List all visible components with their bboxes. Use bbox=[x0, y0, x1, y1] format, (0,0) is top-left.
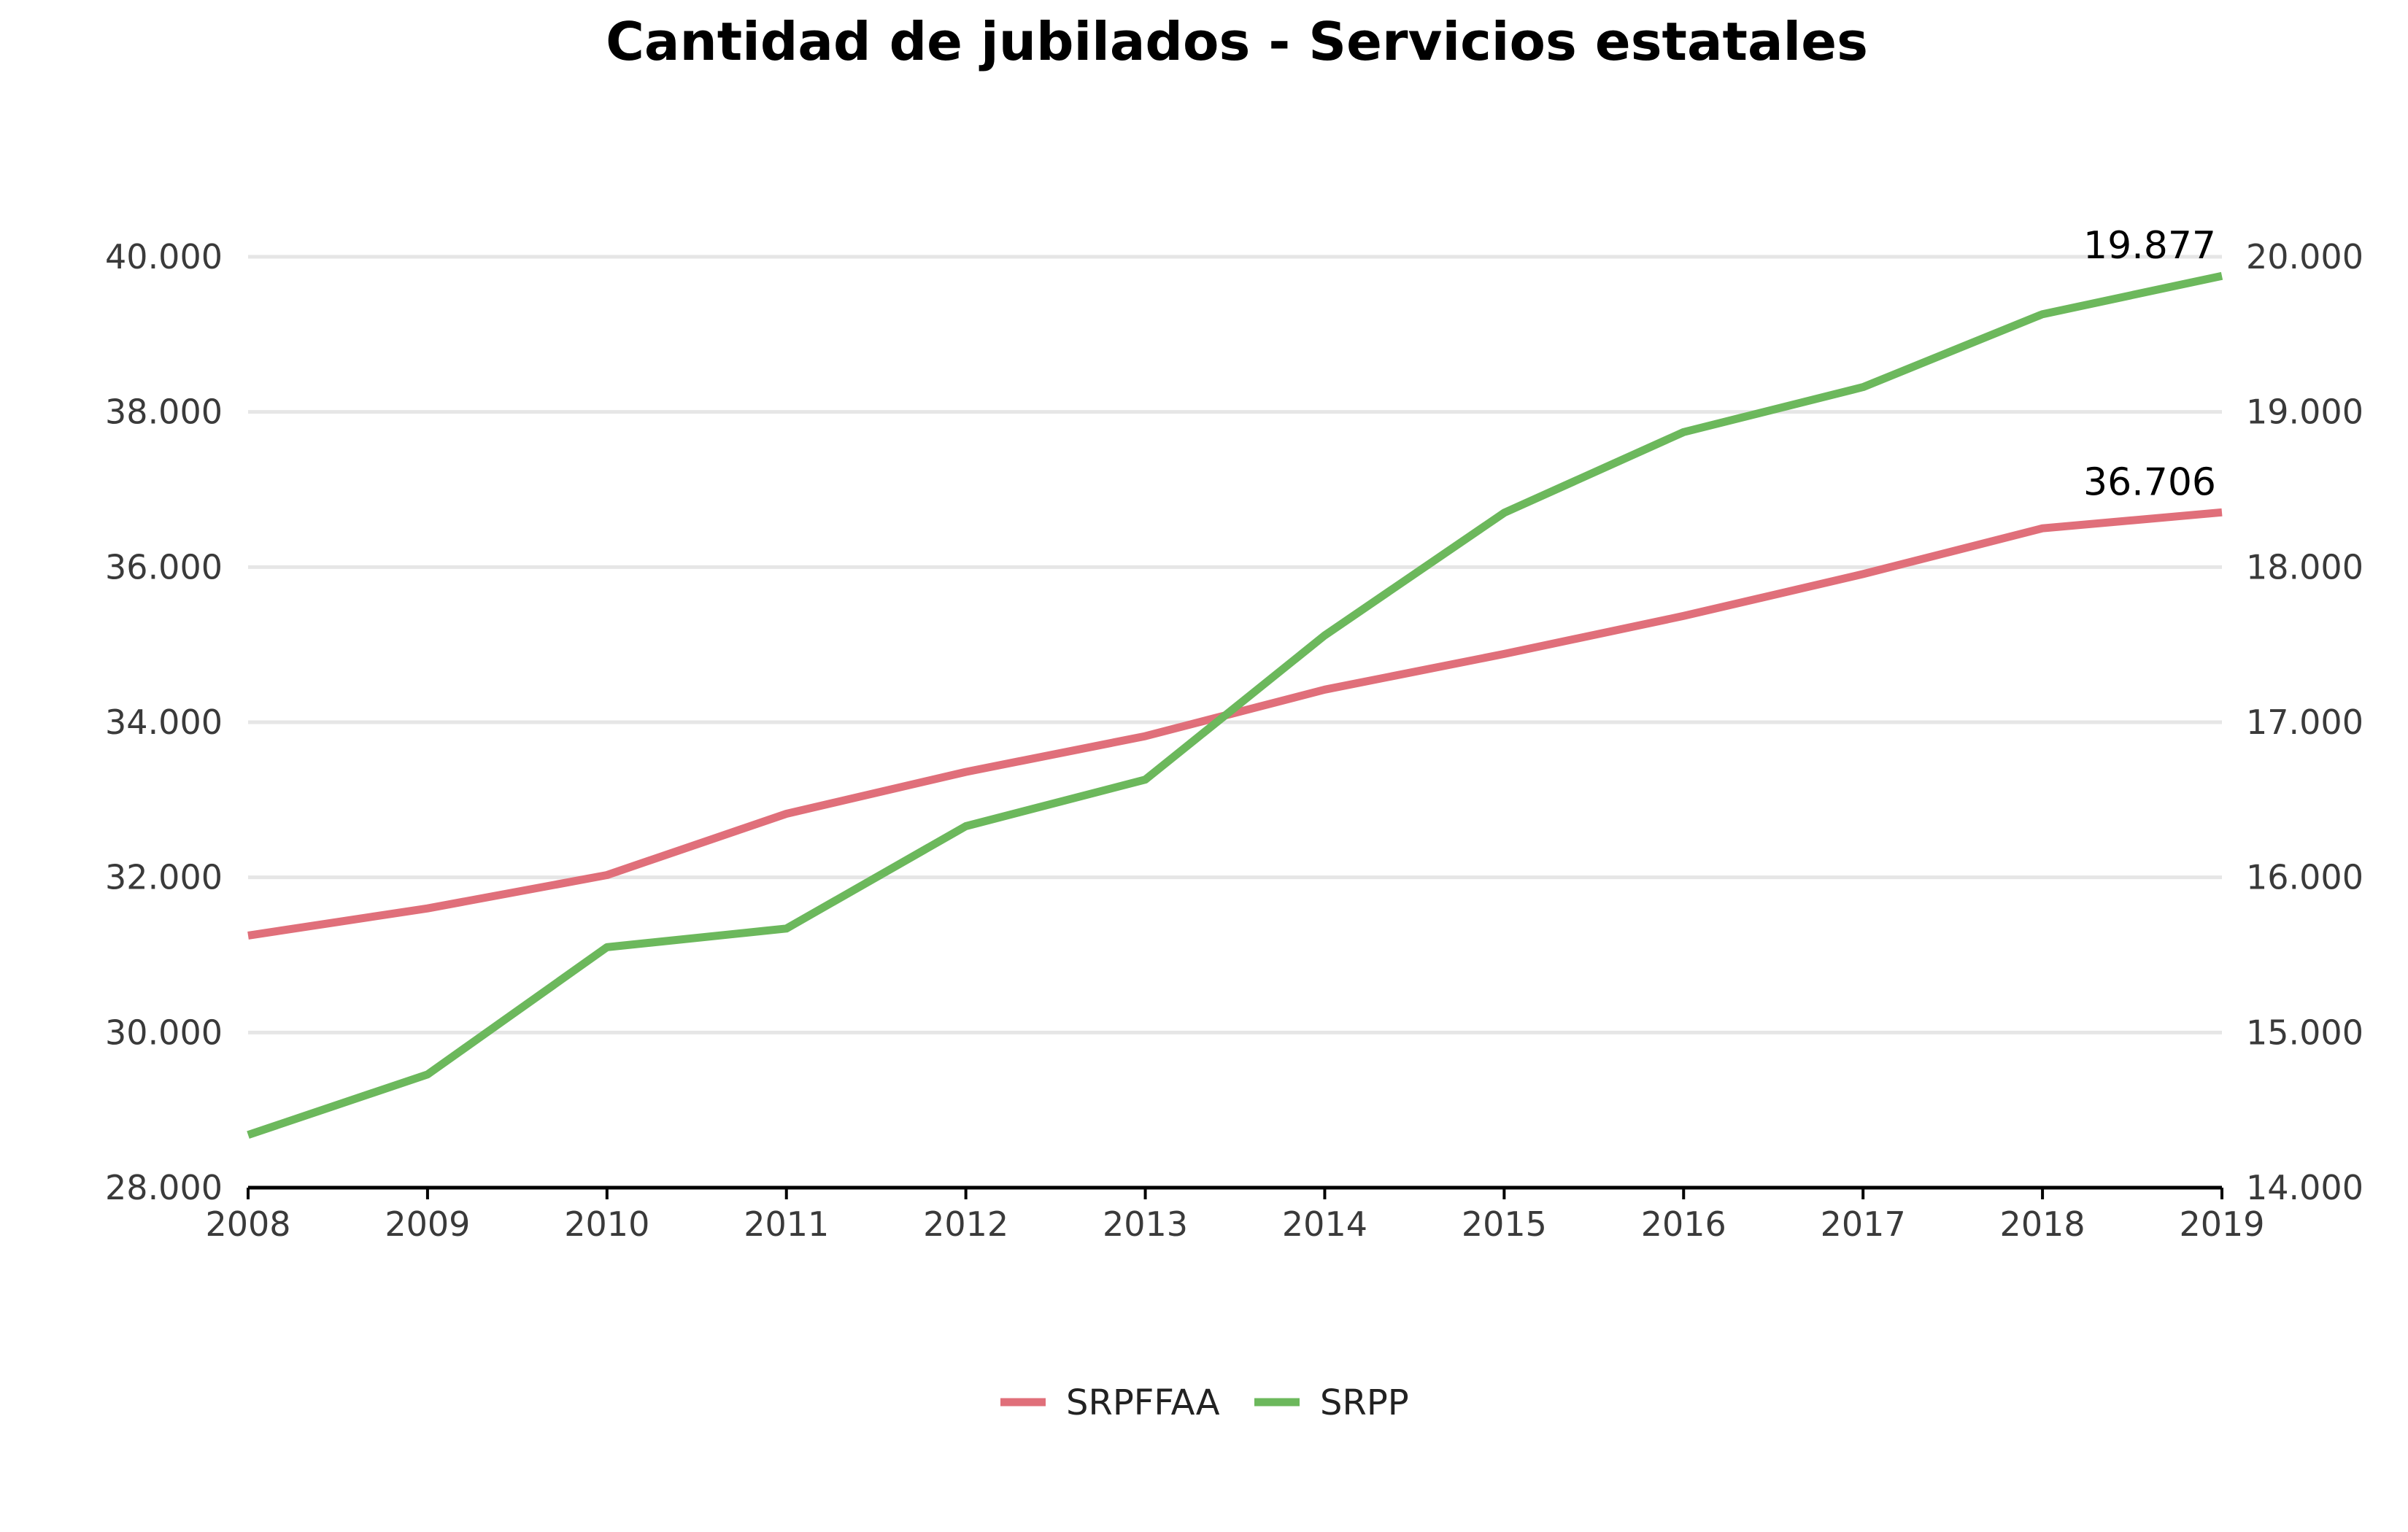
left-axis-tick-label: 30.000 bbox=[105, 1013, 223, 1052]
legend-label-srpffaa: SRPFFAA bbox=[1066, 1382, 1220, 1423]
legend: SRPFFAA SRPP bbox=[1000, 1382, 1409, 1423]
right-axis-tick-label: 15.000 bbox=[2246, 1013, 2363, 1052]
chart-title: Cantidad de jubilados - Servicios estata… bbox=[606, 11, 1868, 72]
end-label-srpp: 19.877 bbox=[2083, 224, 2216, 268]
x-axis-tick-label: 2012 bbox=[923, 1204, 1008, 1244]
x-axis-tick-label: 2018 bbox=[2000, 1204, 2085, 1244]
left-axis-tick-label: 40.000 bbox=[105, 237, 223, 276]
right-axis-tick-label: 16.000 bbox=[2246, 858, 2363, 897]
x-axis-tick-label: 2019 bbox=[2179, 1204, 2264, 1244]
axes: 28.000 30.000 32.000 34.000 36.000 38.000 40.0… bbox=[105, 237, 2363, 1244]
right-axis-tick-label: 19.000 bbox=[2246, 392, 2363, 432]
right-axis-tick-label: 18.000 bbox=[2246, 547, 2363, 587]
x-axis-tick-label: 2016 bbox=[1641, 1204, 1726, 1244]
left-axis-tick-label: 34.000 bbox=[105, 703, 223, 742]
right-axis-tick-label: 17.000 bbox=[2246, 703, 2363, 742]
x-axis-tick-label: 2009 bbox=[385, 1204, 470, 1244]
series-line-srpp bbox=[247, 271, 2223, 1139]
left-axis-tick-label: 32.000 bbox=[105, 858, 223, 897]
left-axis-tick-label: 36.000 bbox=[105, 547, 223, 587]
x-axis-tick-label: 2013 bbox=[1103, 1204, 1188, 1244]
x-axis-tick-label: 2008 bbox=[205, 1204, 290, 1244]
series-line-srpffaa bbox=[247, 508, 2223, 940]
end-labels: 36.706 19.877 bbox=[2083, 224, 2216, 504]
x-axis-tick-label: 2011 bbox=[744, 1204, 829, 1244]
x-axis-tick-label: 2010 bbox=[564, 1204, 649, 1244]
right-axis-tick-label: 14.000 bbox=[2246, 1168, 2363, 1207]
end-label-srpffaa: 36.706 bbox=[2083, 460, 2216, 504]
right-axis-tick-label: 20.000 bbox=[2246, 237, 2363, 276]
left-axis-tick-label: 38.000 bbox=[105, 392, 223, 432]
x-axis-tick-label: 2017 bbox=[1821, 1204, 1906, 1244]
x-axis-tick-label: 2015 bbox=[1462, 1204, 1547, 1244]
gridlines bbox=[248, 255, 2222, 1034]
series-lines bbox=[247, 271, 2223, 1139]
legend-label-srpp: SRPP bbox=[1320, 1382, 1409, 1423]
left-axis-tick-label: 28.000 bbox=[105, 1168, 223, 1207]
x-axis-tick-label: 2014 bbox=[1282, 1204, 1367, 1244]
